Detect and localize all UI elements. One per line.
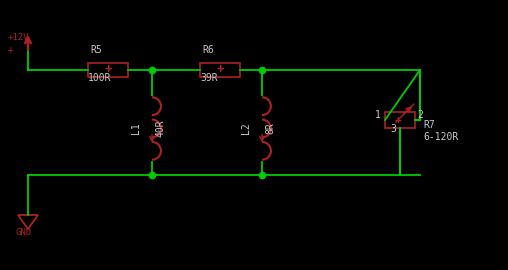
Text: 8R: 8R <box>265 123 275 134</box>
Text: 40R: 40R <box>155 120 165 137</box>
Text: +: + <box>104 63 112 76</box>
Text: R6: R6 <box>202 45 214 55</box>
Text: +: + <box>395 115 401 125</box>
Bar <box>385 112 415 128</box>
Text: 1: 1 <box>375 110 381 120</box>
Text: L1: L1 <box>131 123 141 134</box>
Text: 100R: 100R <box>88 73 111 83</box>
Text: R7: R7 <box>423 120 435 130</box>
Text: GND: GND <box>16 228 32 237</box>
Text: +12V: +12V <box>8 33 29 42</box>
Text: L2: L2 <box>241 123 251 134</box>
Text: +: + <box>8 45 14 55</box>
Text: 6-120R: 6-120R <box>423 132 458 142</box>
Text: 39R: 39R <box>200 73 217 83</box>
Text: 3: 3 <box>390 124 396 134</box>
Text: +: + <box>216 63 224 76</box>
Text: R5: R5 <box>90 45 102 55</box>
Bar <box>88 63 128 77</box>
Bar <box>200 63 240 77</box>
Text: 2: 2 <box>417 110 423 120</box>
